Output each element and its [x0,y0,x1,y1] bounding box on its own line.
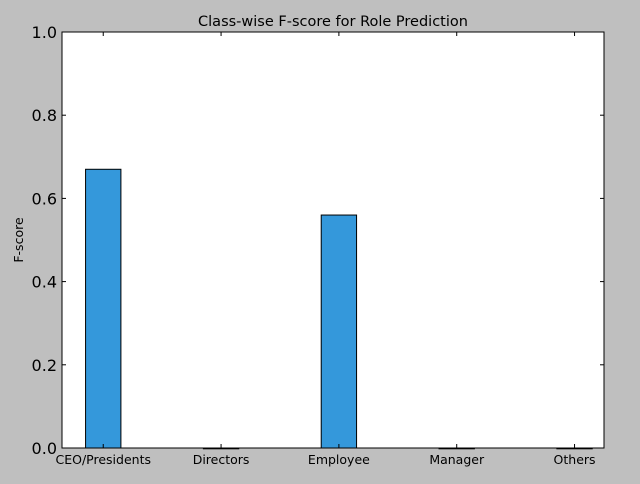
x-tick-label: Manager [429,452,485,467]
y-tick-label: 1.0 [32,23,57,42]
bars-layer [85,168,593,450]
plot-frame [61,31,605,449]
y-tick-label: 0.8 [32,106,57,125]
x-tick-label: Others [554,452,596,467]
bar-employee [320,214,358,449]
x-tick-labels: CEO/Presidents Directors Employee Manager Ot… [55,452,595,467]
y-tick-label: 0.4 [32,273,57,292]
y-tick-label: 0.0 [32,439,57,458]
chart-title: Class-wise F-score for Role Prediction [198,14,468,30]
y-tick-label: 0.2 [32,356,57,375]
x-tick-label: CEO/Presidents [55,452,151,467]
y-tick-labels: 0.0 0.2 0.4 0.6 0.8 1.0 [32,23,57,458]
x-tick-label: Employee [308,452,370,467]
bar-ceo-presidents [85,168,122,449]
y-axis-label: F-score [11,217,26,263]
x-tick-label: Directors [193,452,250,467]
y-tick-label: 0.6 [32,189,57,208]
